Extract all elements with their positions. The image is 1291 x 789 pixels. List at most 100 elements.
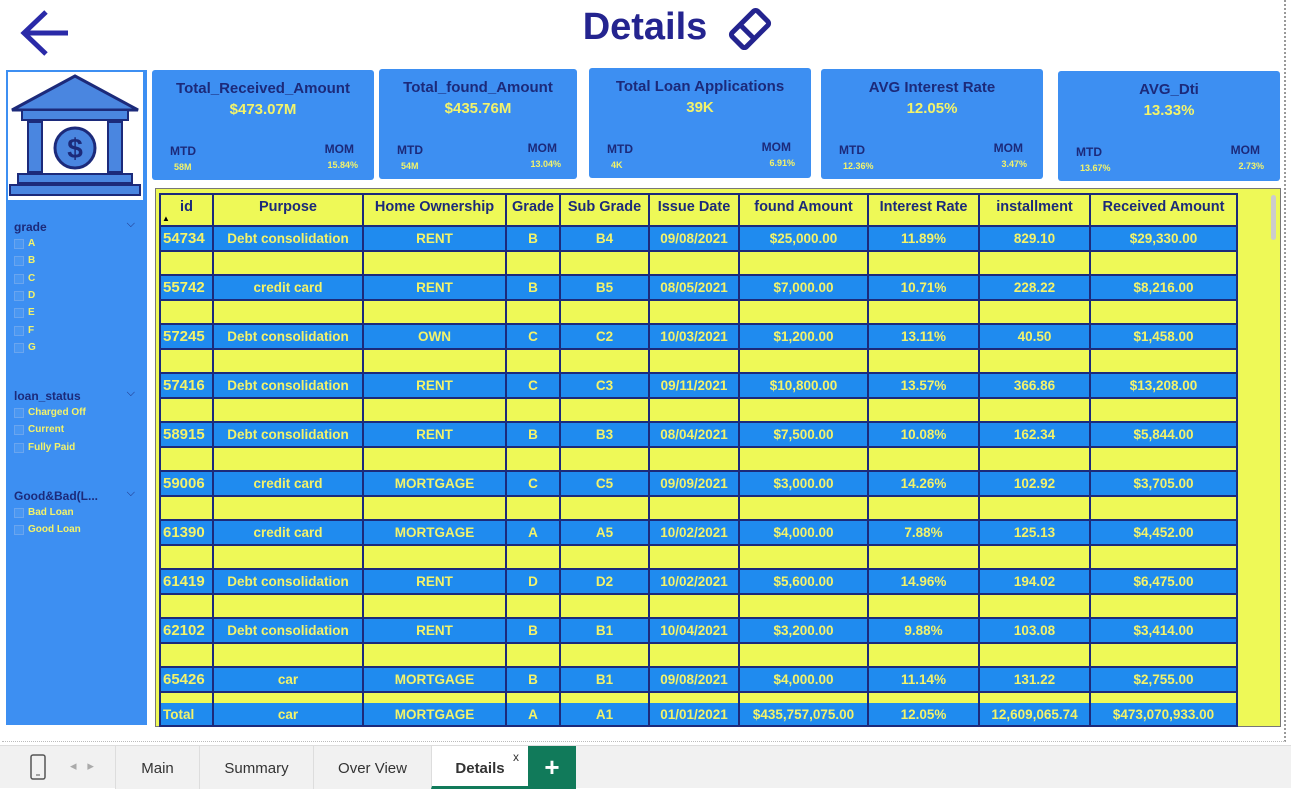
blank-cell [869, 644, 980, 668]
column-header[interactable]: Interest Rate [869, 193, 980, 227]
blank-cell [507, 497, 561, 521]
table-cell: A5 [561, 521, 650, 546]
table-cell: 14.96% [869, 570, 980, 595]
table-cell: 08/05/2021 [650, 276, 740, 301]
table-cell: $4,000.00 [740, 668, 869, 693]
table-cell: B [507, 668, 561, 693]
table-cell: RENT [364, 570, 507, 595]
blank-cell [561, 497, 650, 521]
table-cell: Debt consolidation [214, 325, 364, 350]
blank-cell [869, 448, 980, 472]
column-header[interactable]: Grade [507, 193, 561, 227]
tab[interactable]: Over View [313, 746, 431, 789]
blank-cell [740, 497, 869, 521]
blank-cell [214, 252, 364, 276]
blank-cell [507, 399, 561, 423]
tab-close[interactable]: x [513, 750, 519, 764]
mom-label: MOM [527, 141, 557, 155]
total-cell: 01/01/2021 [650, 703, 740, 727]
blank-cell [159, 301, 214, 325]
blank-cell [159, 399, 214, 423]
blank-cell [869, 301, 980, 325]
table-cell: B1 [561, 668, 650, 693]
filter-title: grade [14, 220, 47, 234]
checkbox [14, 508, 24, 518]
table-cell: 11.89% [869, 227, 980, 252]
chevron[interactable]: ⌵ [126, 387, 135, 400]
table-cell: 10/02/2021 [650, 570, 740, 595]
blank-cell [740, 399, 869, 423]
tab[interactable]: Main [115, 746, 199, 789]
column-header[interactable]: Sub Grade [561, 193, 650, 227]
mtd-value: 58M [174, 162, 192, 172]
checkbox [14, 256, 24, 267]
tab-bar: ◂ ▸ Main Summary Over View Details x + [0, 745, 1291, 789]
column-header[interactable]: Home Ownership [364, 193, 507, 227]
blank-cell [980, 399, 1091, 423]
blank-cell [869, 399, 980, 423]
table-cell: B1 [561, 619, 650, 644]
table-cell: 13.11% [869, 325, 980, 350]
kpi-value: 12.05% [906, 100, 958, 117]
column-header[interactable]: found Amount [740, 193, 869, 227]
blank-cell [1091, 595, 1238, 619]
back-arrow[interactable] [18, 8, 72, 58]
kpi-card: AVG Interest Rate 12.05% MTD 12.36% MOM 3.47% [821, 69, 1043, 179]
blank-cell [507, 252, 561, 276]
column-header[interactable]: Received Amount [1091, 193, 1238, 227]
mtd-value: 12.36% [843, 161, 874, 171]
table-cell: 09/08/2021 [650, 227, 740, 252]
blank-cell [650, 644, 740, 668]
checkbox [14, 408, 24, 419]
checkbox [14, 442, 24, 453]
table-cell: 103.08 [980, 619, 1091, 644]
column-header[interactable]: id [159, 193, 214, 227]
kpi-card: AVG_Dti 13.33% MTD 13.67% MOM 2.73% [1058, 71, 1280, 181]
add-tab[interactable]: + [528, 746, 576, 789]
filter-title: loan_status [14, 389, 81, 404]
tab[interactable]: Details [431, 746, 528, 789]
blank-cell [507, 595, 561, 619]
column-header[interactable]: Purpose [214, 193, 364, 227]
mtd-label: MTD [170, 144, 196, 158]
table-cell: credit card [214, 276, 364, 301]
table-cell: RENT [364, 423, 507, 448]
mtd-value: 13.67% [1080, 163, 1111, 173]
table-cell: $3,414.00 [1091, 619, 1238, 644]
blank-cell [1091, 252, 1238, 276]
checkbox [14, 273, 24, 284]
scrollbar[interactable] [1271, 195, 1276, 240]
blank-cell [214, 448, 364, 472]
tab[interactable]: Summary [199, 746, 313, 789]
blank-cell [869, 595, 980, 619]
tab-nav-arrows[interactable]: ◂ ▸ [70, 758, 94, 773]
column-header[interactable]: Issue Date [650, 193, 740, 227]
eraser-icon [728, 7, 772, 51]
chevron[interactable]: ⌵ [126, 487, 135, 499]
table-cell: C3 [561, 374, 650, 399]
phone-icon[interactable] [28, 753, 48, 781]
blank-cell [1091, 497, 1238, 521]
column-header[interactable]: installment [980, 193, 1091, 227]
table-cell: 162.34 [980, 423, 1091, 448]
blank-cell [159, 644, 214, 668]
table-cell: MORTGAGE [364, 472, 507, 497]
blank-cell [1091, 448, 1238, 472]
table-cell: credit card [214, 521, 364, 546]
blank-cell [159, 448, 214, 472]
blank-cell [561, 448, 650, 472]
table-cell: B [507, 276, 561, 301]
chevron[interactable]: ⌵ [126, 218, 135, 230]
table-cell: $25,000.00 [740, 227, 869, 252]
table-cell: B [507, 619, 561, 644]
table-cell: 54734 [159, 227, 214, 252]
blank-cell [740, 546, 869, 570]
table-cell: 102.92 [980, 472, 1091, 497]
blank-cell [650, 252, 740, 276]
blank-cell [1091, 399, 1238, 423]
blank-cell [214, 301, 364, 325]
blank-cell [980, 252, 1091, 276]
table-cell: $1,458.00 [1091, 325, 1238, 350]
table-cell: C2 [561, 325, 650, 350]
